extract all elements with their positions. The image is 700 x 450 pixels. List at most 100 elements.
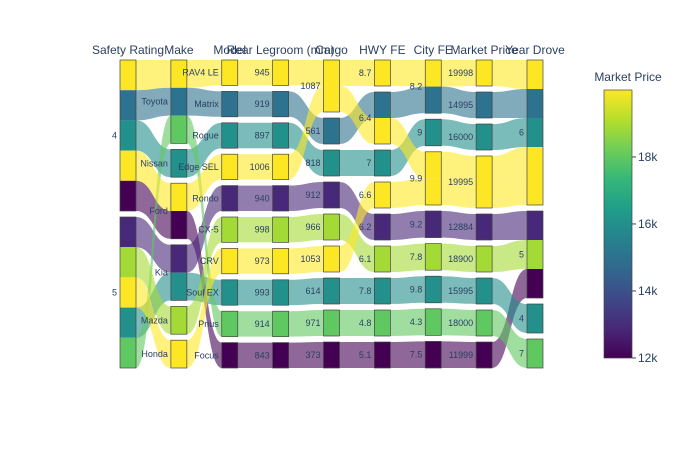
ribbon-edge-sel-7[interactable] — [441, 151, 477, 182]
category-segment-year-drove-5-focus[interactable] — [527, 269, 543, 298]
category-bar-market-price-16000[interactable] — [475, 123, 493, 151]
category-segment-model-edge-sel-edge-sel[interactable] — [221, 154, 238, 180]
category-segment-make-ford-focus[interactable] — [170, 211, 187, 239]
category-bar-model-rondo[interactable] — [221, 185, 239, 212]
ribbon-soul-ex-6[interactable] — [390, 276, 426, 304]
category-segment-rear-legroom-mm-940-rondo[interactable] — [272, 185, 289, 211]
ribbon-crv-1[interactable] — [136, 277, 171, 368]
category-segment-hwy-fe-6-1-cx-5[interactable] — [374, 246, 391, 272]
category-segment-cargo-912-rondo[interactable] — [323, 182, 340, 208]
category-bar-rear-legroom-mm-945[interactable] — [272, 59, 289, 86]
category-segment-cargo-373-focus[interactable] — [323, 342, 340, 368]
category-segment-safety-rating-4-edge-sel[interactable] — [120, 150, 136, 181]
category-bar-make-nissan[interactable] — [170, 149, 188, 178]
ribbon-rogue-4[interactable] — [288, 122, 324, 176]
ribbon-matrix-2[interactable] — [186, 87, 222, 117]
category-segment-rear-legroom-mm-998-cx-5[interactable] — [272, 217, 289, 243]
category-segment-model-matrix-matrix[interactable] — [221, 91, 238, 117]
category-segment-market-price-16000-rogue[interactable] — [476, 124, 493, 150]
category-segment-city-fe-9-2-rondo[interactable] — [425, 211, 442, 238]
category-segment-make-nissan-rogue[interactable] — [170, 149, 187, 178]
category-bar-rear-legroom-mm-897[interactable] — [272, 122, 289, 149]
ribbon-cx-5-8[interactable] — [492, 240, 527, 272]
category-segment-hwy-fe-6-2-rondo[interactable] — [374, 214, 391, 240]
ribbon-prius-8[interactable] — [492, 310, 527, 368]
ribbon-matrix-3[interactable] — [237, 91, 273, 117]
category-segment-year-drove-5-rondo[interactable] — [527, 211, 543, 240]
category-bar-cargo-373[interactable] — [323, 341, 340, 369]
category-segment-make-kia-soul-ex[interactable] — [170, 272, 187, 301]
category-bar-cargo-818[interactable] — [323, 149, 340, 177]
category-bar-city-fe-9-2[interactable] — [424, 210, 442, 238]
category-bar-hwy-fe-6-2[interactable] — [374, 213, 391, 241]
ribbon-matrix-8[interactable] — [492, 89, 527, 118]
category-bar-market-price-14995[interactable] — [475, 91, 493, 119]
category-bar-model-matrix[interactable] — [221, 91, 239, 118]
category-bar-rear-legroom-mm-940[interactable] — [272, 185, 289, 212]
ribbon-soul-ex-5[interactable] — [339, 278, 375, 304]
category-bar-year-drove-6[interactable] — [526, 59, 544, 206]
ribbon-edge-sel-3[interactable] — [237, 154, 273, 180]
category-bar-rear-legroom-mm-919[interactable] — [272, 91, 289, 118]
ribbon-cx-5-7[interactable] — [441, 243, 477, 272]
category-bar-make-toyota[interactable] — [170, 59, 188, 144]
ribbon-edge-sel-8[interactable] — [492, 147, 527, 182]
category-bar-model-crv[interactable] — [221, 248, 239, 275]
ribbon-prius-5[interactable] — [339, 310, 375, 336]
ribbon-rav4-le-3[interactable] — [237, 60, 273, 86]
category-segment-cargo-1053-crv[interactable] — [323, 246, 340, 272]
ribbon-crv-7[interactable] — [441, 178, 477, 208]
ribbon-edge-sel-1[interactable] — [136, 150, 171, 211]
ribbon-crv-5[interactable] — [339, 182, 375, 272]
category-segment-hwy-fe-7-8-soul-ex[interactable] — [374, 278, 391, 304]
ribbon-matrix-7[interactable] — [441, 86, 477, 118]
ribbon-rondo-3[interactable] — [237, 185, 273, 211]
category-segment-cargo-971-prius[interactable] — [323, 310, 340, 336]
category-segment-city-fe-7-8-cx-5[interactable] — [425, 243, 442, 271]
ribbon-rondo-6[interactable] — [390, 211, 426, 240]
category-bar-safety-rating-5[interactable] — [119, 216, 137, 369]
category-segment-cargo-1087-edge-sel[interactable] — [323, 86, 340, 112]
category-bar-market-price-15995[interactable] — [475, 277, 493, 305]
category-segment-make-mazda-cx-5[interactable] — [170, 306, 187, 335]
ribbon-rav4-le-1[interactable] — [136, 60, 171, 91]
category-bar-model-prius[interactable] — [221, 310, 239, 337]
category-bar-city-fe-9-8[interactable] — [424, 275, 442, 304]
category-bar-market-price-19995[interactable] — [475, 155, 493, 209]
ribbon-matrix-4[interactable] — [288, 91, 324, 144]
category-segment-rear-legroom-mm-993-soul-ex[interactable] — [272, 279, 289, 306]
category-segment-year-drove-7-prius[interactable] — [527, 339, 543, 368]
ribbon-cx-5-6[interactable] — [390, 243, 426, 272]
category-bar-model-edge-sel[interactable] — [221, 153, 239, 180]
category-segment-cargo-1087-rav4-le[interactable] — [323, 60, 340, 86]
category-segment-hwy-fe-6-6-crv[interactable] — [374, 182, 391, 208]
ribbon-cx-5-4[interactable] — [288, 214, 324, 243]
ribbon-soul-ex-8[interactable] — [492, 278, 527, 333]
category-segment-cargo-614-soul-ex[interactable] — [323, 278, 340, 304]
category-segment-make-kia-rondo[interactable] — [170, 244, 187, 273]
category-bar-year-drove-7[interactable] — [526, 338, 544, 369]
ribbon-edge-sel-2[interactable] — [186, 154, 222, 211]
category-bar-city-fe-4-3[interactable] — [424, 308, 442, 336]
category-segment-make-honda-crv[interactable] — [170, 340, 187, 368]
category-bar-model-rogue[interactable] — [221, 122, 239, 149]
category-bar-cargo-1053[interactable] — [323, 245, 340, 273]
category-segment-cargo-966-cx-5[interactable] — [323, 214, 340, 240]
category-segment-model-soul-ex-soul-ex[interactable] — [221, 279, 238, 306]
ribbon-rogue-3[interactable] — [237, 122, 273, 149]
ribbon-focus-5[interactable] — [339, 342, 375, 368]
category-bar-cargo-912[interactable] — [323, 181, 340, 209]
category-bar-model-soul-ex[interactable] — [221, 279, 239, 306]
ribbon-matrix-6[interactable] — [390, 86, 426, 118]
category-segment-rear-legroom-mm-897-rogue[interactable] — [272, 122, 289, 149]
category-bar-hwy-fe-7-8[interactable] — [374, 277, 391, 305]
ribbon-soul-ex-7[interactable] — [441, 276, 477, 304]
category-bar-city-fe-9[interactable] — [424, 118, 442, 147]
ribbon-prius-4[interactable] — [288, 310, 324, 337]
category-bar-hwy-fe-6-6[interactable] — [374, 181, 391, 209]
category-segment-safety-rating-5-prius[interactable] — [120, 337, 136, 368]
category-segment-market-price-19998-rav4-le[interactable] — [476, 60, 493, 86]
category-segment-city-fe-4-3-prius[interactable] — [425, 308, 442, 336]
category-bar-model-focus[interactable] — [221, 342, 239, 369]
category-segment-model-rav4-le-rav4-le[interactable] — [221, 60, 238, 86]
